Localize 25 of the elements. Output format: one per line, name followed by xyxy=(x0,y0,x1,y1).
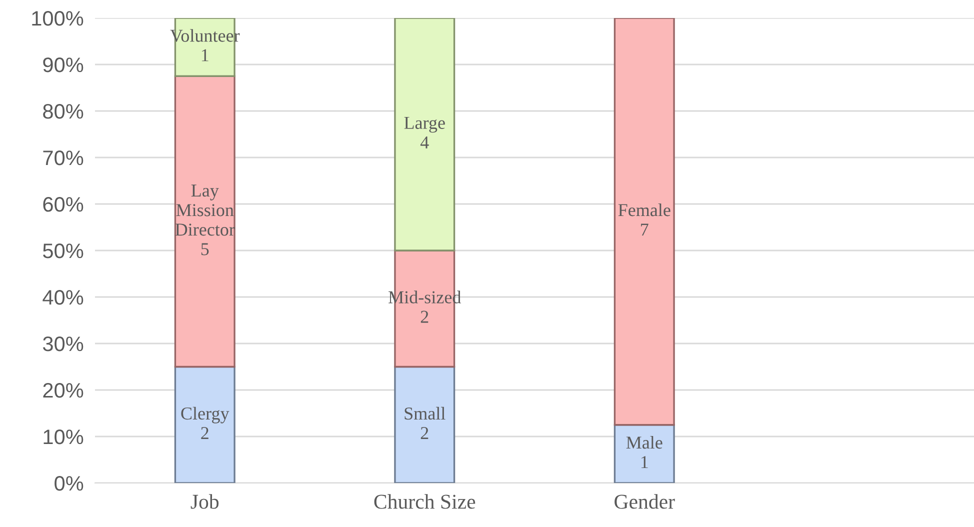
y-tick-label: 30% xyxy=(42,336,84,352)
data-label: Male 1 xyxy=(626,436,662,468)
y-tick-label: 90% xyxy=(43,58,84,72)
data-label: Female 7 xyxy=(618,203,670,236)
y-tick-label: 0% xyxy=(54,476,84,491)
bar xyxy=(394,366,456,483)
y-tick-label: 20% xyxy=(43,383,84,398)
data-label: Clergy 2 xyxy=(181,406,230,439)
x-tick-label: Gender xyxy=(614,494,675,509)
x-tick-label: Job xyxy=(190,494,219,509)
y-tick-label: 100% xyxy=(32,11,84,26)
y-tick-label: 40% xyxy=(42,290,84,305)
y-tick-label: 50% xyxy=(43,244,84,258)
bar xyxy=(614,18,675,426)
bar xyxy=(174,366,236,483)
bar xyxy=(394,18,456,252)
y-tick-label: 70% xyxy=(43,150,84,166)
x-tick-label: Church Size xyxy=(374,494,476,509)
bar xyxy=(614,424,675,483)
y-tick-label: 60% xyxy=(43,197,84,212)
y-tick-label: 10% xyxy=(44,430,84,444)
y-tick-label: 80% xyxy=(43,104,84,119)
bar xyxy=(174,75,236,368)
data-label: Small 2 xyxy=(404,406,446,439)
data-label: Large 4 xyxy=(404,116,445,148)
